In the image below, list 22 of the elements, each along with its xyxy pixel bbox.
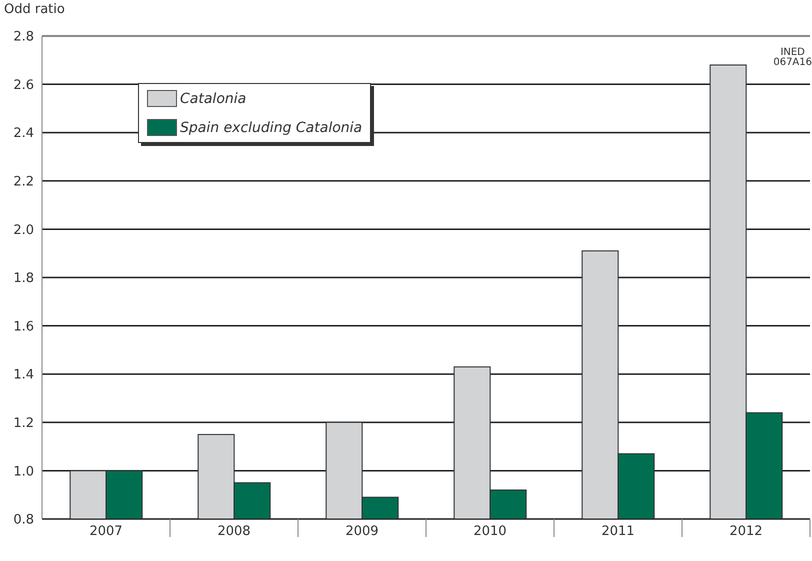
y-tick-label: 2.0 xyxy=(13,222,34,238)
annotation: 067A16 xyxy=(773,57,812,68)
y-tick-label: 1.6 xyxy=(13,319,34,334)
y-tick-label: 1.4 xyxy=(13,368,34,383)
y-tick-label: 2.4 xyxy=(13,126,34,142)
y-tick-label: 1.8 xyxy=(13,271,34,286)
x-tick-label: 2012 xyxy=(729,524,763,539)
x-tick-label: 2011 xyxy=(601,524,635,539)
y-tick-label: 2.6 xyxy=(13,78,34,93)
annotation: INED xyxy=(780,47,805,58)
y-axis-title: Odd ratio xyxy=(4,2,65,17)
y-tick-label: 1.2 xyxy=(13,416,34,432)
x-tick-label: 2008 xyxy=(217,524,251,539)
legend-label: Catalonia xyxy=(179,90,248,107)
x-tick-label: 2007 xyxy=(89,524,123,539)
y-tick-label: 2.8 xyxy=(13,30,34,45)
legend-label: Spain excluding Catalonia xyxy=(179,119,362,136)
y-tick-label: 2.2 xyxy=(13,174,34,190)
x-tick-label: 2009 xyxy=(345,524,379,539)
x-tick-label: 2010 xyxy=(473,524,507,539)
y-tick-label: 0.8 xyxy=(13,512,34,528)
y-tick-label: 1.0 xyxy=(13,464,34,480)
